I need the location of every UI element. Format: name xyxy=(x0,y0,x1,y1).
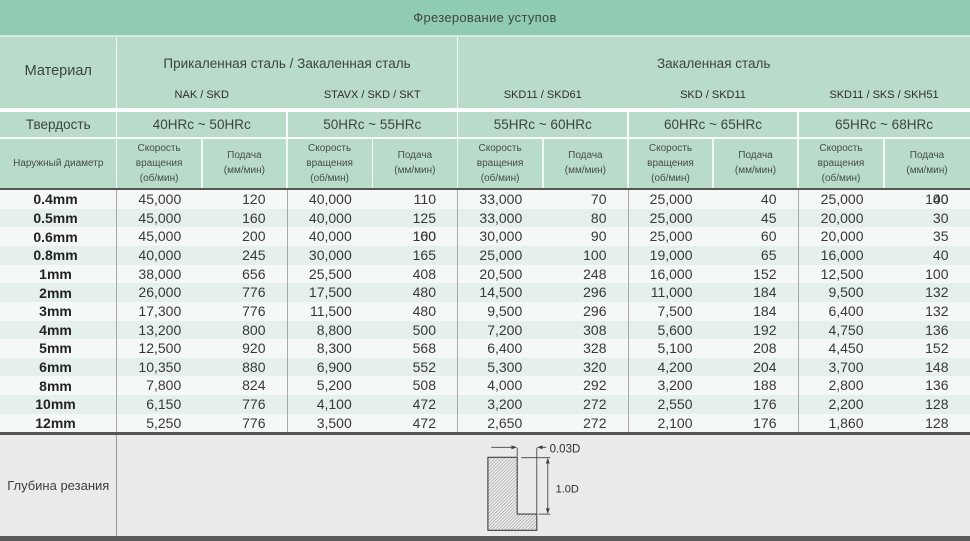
svg-text:0.03D: 0.03D xyxy=(550,443,581,455)
svg-text:1.0D: 1.0D xyxy=(556,483,579,495)
